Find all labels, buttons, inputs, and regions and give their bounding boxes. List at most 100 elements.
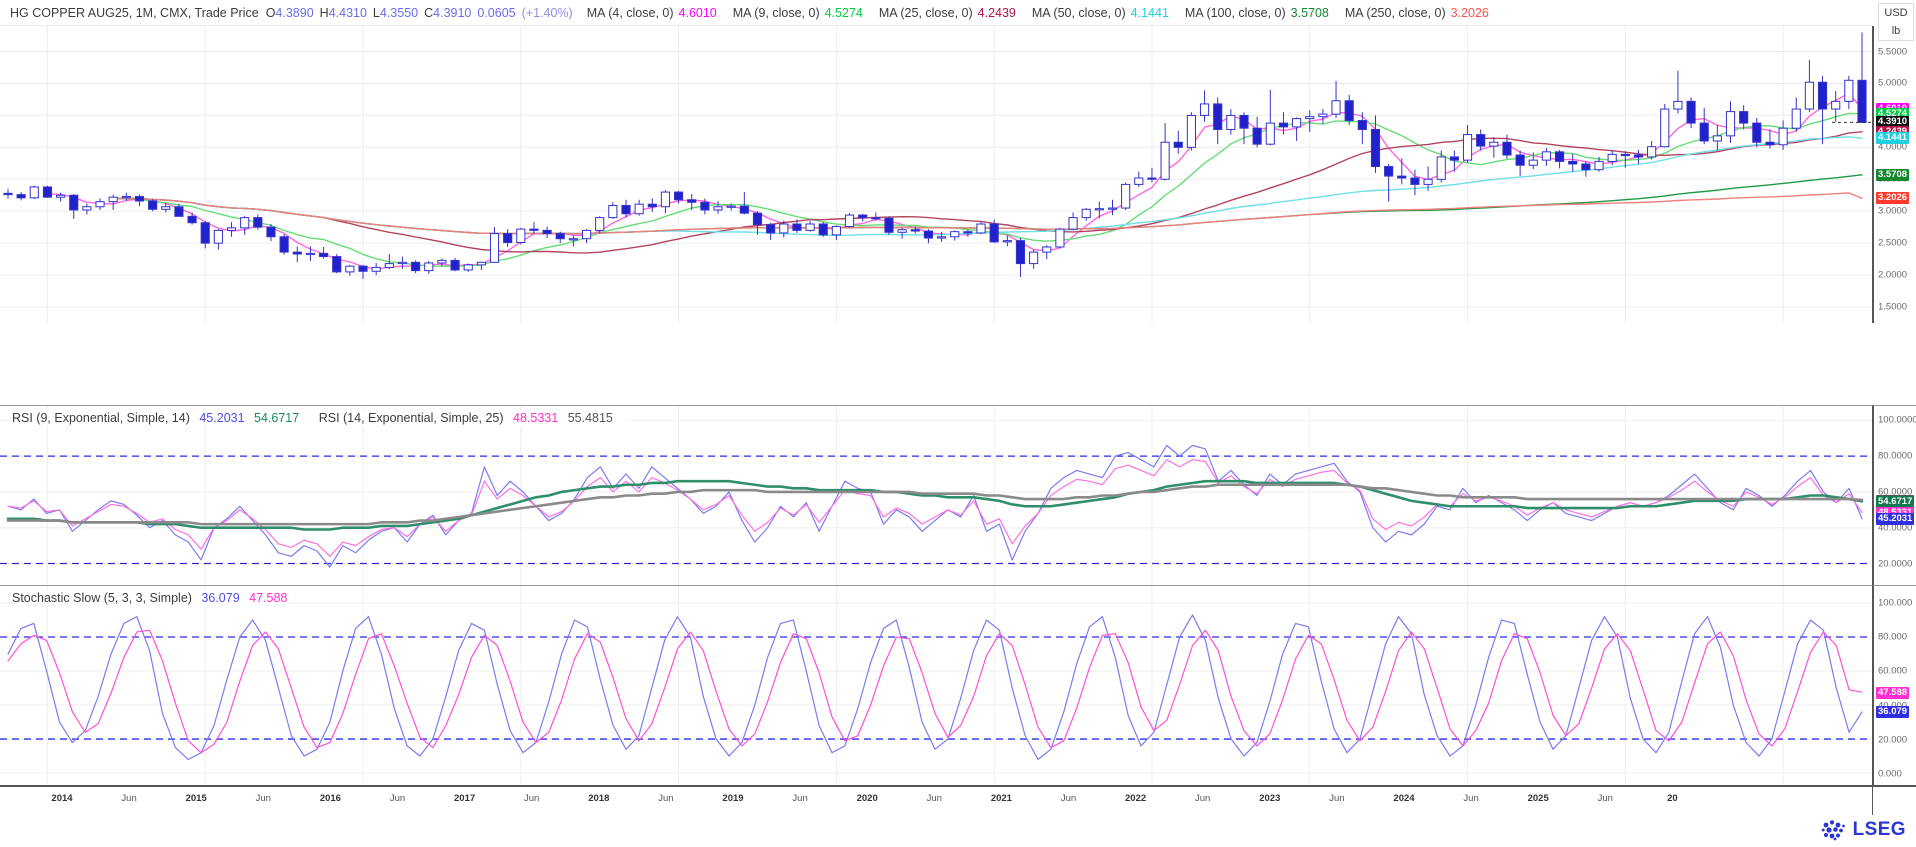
- candlestick[interactable]: [1081, 208, 1091, 221]
- candlestick[interactable]: [595, 216, 605, 234]
- candlestick[interactable]: [1292, 117, 1302, 141]
- price-axis-badge[interactable]: 4.3910: [1876, 116, 1910, 129]
- candlestick[interactable]: [213, 229, 223, 250]
- ma-legend-item-undefined[interactable]: MA (100, close, 0) 3.5708: [1185, 6, 1329, 20]
- candlestick[interactable]: [529, 222, 539, 235]
- candlestick[interactable]: [1252, 116, 1262, 148]
- candlestick[interactable]: [1344, 94, 1354, 125]
- candlestick[interactable]: [687, 193, 697, 210]
- candlestick[interactable]: [253, 214, 263, 230]
- price-panel[interactable]: [0, 26, 1872, 323]
- candlestick[interactable]: [1318, 109, 1328, 124]
- candlestick[interactable]: [963, 229, 973, 237]
- candlestick[interactable]: [69, 193, 79, 219]
- ma-legend-item-undefined[interactable]: MA (250, close, 0) 3.2026: [1345, 6, 1489, 20]
- price-axis-badge[interactable]: 3.2026: [1876, 192, 1910, 205]
- candlestick[interactable]: [923, 229, 934, 244]
- candlestick[interactable]: [134, 194, 145, 207]
- candlestick[interactable]: [489, 227, 500, 263]
- candlestick[interactable]: [1844, 75, 1854, 110]
- candlestick[interactable]: [1094, 201, 1104, 219]
- candlestick[interactable]: [700, 198, 710, 215]
- candlestick[interactable]: [1660, 103, 1670, 148]
- candlestick[interactable]: [1147, 167, 1157, 183]
- candlestick[interactable]: [240, 215, 250, 235]
- candlestick[interactable]: [1725, 101, 1736, 143]
- rsi-axis-badge[interactable]: 54.6717: [1876, 495, 1915, 508]
- candlestick[interactable]: [1817, 75, 1828, 145]
- candlestick[interactable]: [1502, 134, 1512, 159]
- candlestick[interactable]: [1581, 161, 1591, 177]
- candlestick[interactable]: [1857, 32, 1867, 123]
- candlestick[interactable]: [1107, 199, 1118, 216]
- ma-legend-item-undefined[interactable]: MA (25, close, 0) 4.2439: [879, 6, 1016, 20]
- candlestick[interactable]: [1055, 227, 1065, 249]
- candlestick[interactable]: [345, 264, 355, 276]
- candlestick[interactable]: [318, 246, 329, 259]
- stochastic-axis-badge[interactable]: 36.079: [1876, 706, 1910, 719]
- candlestick[interactable]: [1831, 91, 1841, 122]
- candlestick[interactable]: [1199, 90, 1210, 122]
- candlestick[interactable]: [279, 234, 289, 255]
- candlestick[interactable]: [1331, 80, 1341, 118]
- candlestick[interactable]: [1305, 110, 1315, 133]
- candlestick[interactable]: [936, 231, 947, 242]
- candlestick[interactable]: [516, 227, 526, 245]
- rsi-axis-badge[interactable]: 45.2031: [1876, 513, 1915, 526]
- candlestick[interactable]: [187, 212, 197, 225]
- stochastic-axis[interactable]: 100.000 80.000 60.000 40.000 20.000 0.000 47.5…: [1872, 585, 1916, 785]
- candlestick[interactable]: [1804, 59, 1814, 113]
- stochastic-plot[interactable]: [0, 586, 1872, 785]
- ma-legend-item-undefined[interactable]: MA (9, close, 0) 4.5274: [733, 6, 863, 20]
- time-axis[interactable]: 2014 Jun 2015 Jun 2016 Jun 2017 Jun 2018 Jun 2019 J…: [0, 785, 1916, 815]
- candlestick[interactable]: [292, 246, 302, 263]
- candlestick[interactable]: [358, 264, 368, 279]
- rsi-plot[interactable]: [0, 406, 1872, 585]
- candlestick[interactable]: [1489, 137, 1499, 158]
- candlestick[interactable]: [1607, 150, 1617, 166]
- candlestick[interactable]: [792, 219, 802, 233]
- candlestick[interactable]: [989, 219, 999, 244]
- candlestick[interactable]: [1633, 149, 1644, 164]
- candlestick[interactable]: [1357, 112, 1367, 145]
- candlestick[interactable]: [1370, 115, 1381, 173]
- candlestick[interactable]: [726, 203, 736, 211]
- candlestick[interactable]: [1515, 150, 1525, 177]
- candlestick[interactable]: [1239, 112, 1249, 145]
- candlestick[interactable]: [555, 231, 565, 244]
- candlestick[interactable]: [884, 216, 894, 235]
- candlestick[interactable]: [1173, 130, 1183, 154]
- candlestick[interactable]: [542, 226, 552, 239]
- candlestick[interactable]: [674, 190, 684, 204]
- candlestick[interactable]: [1765, 129, 1775, 149]
- candlestick[interactable]: [161, 202, 171, 213]
- candlestick[interactable]: [1647, 140, 1657, 160]
- candlestick[interactable]: [305, 246, 316, 262]
- price-axis-badge[interactable]: 3.5708: [1876, 168, 1910, 181]
- candlestick[interactable]: [910, 226, 920, 234]
- candlestick[interactable]: [950, 230, 960, 241]
- candlestick[interactable]: [384, 254, 394, 270]
- candlestick[interactable]: [42, 185, 53, 198]
- candlestick[interactable]: [779, 220, 789, 238]
- candlestick[interactable]: [3, 188, 13, 199]
- candlestick[interactable]: [660, 190, 671, 214]
- candlestick[interactable]: [897, 227, 907, 239]
- candlestick[interactable]: [634, 199, 644, 216]
- candlestick[interactable]: [608, 202, 618, 219]
- candlestick[interactable]: [411, 260, 421, 274]
- candlestick[interactable]: [424, 261, 434, 274]
- candlestick[interactable]: [621, 199, 631, 218]
- candlestick[interactable]: [1042, 245, 1052, 260]
- candlestick[interactable]: [437, 258, 447, 267]
- candlestick[interactable]: [1384, 163, 1394, 202]
- candlestick[interactable]: [82, 203, 92, 215]
- price-axis[interactable]: 5.50005.00004.50004.00003.50003.00002.50…: [1872, 26, 1916, 323]
- candlestick[interactable]: [647, 198, 657, 212]
- candlestick[interactable]: [1226, 109, 1236, 135]
- candlestick[interactable]: [1449, 150, 1459, 172]
- price-plot[interactable]: [0, 26, 1872, 323]
- candlestick[interactable]: [1002, 235, 1012, 247]
- candlestick[interactable]: [1594, 156, 1604, 172]
- candlestick[interactable]: [200, 220, 210, 249]
